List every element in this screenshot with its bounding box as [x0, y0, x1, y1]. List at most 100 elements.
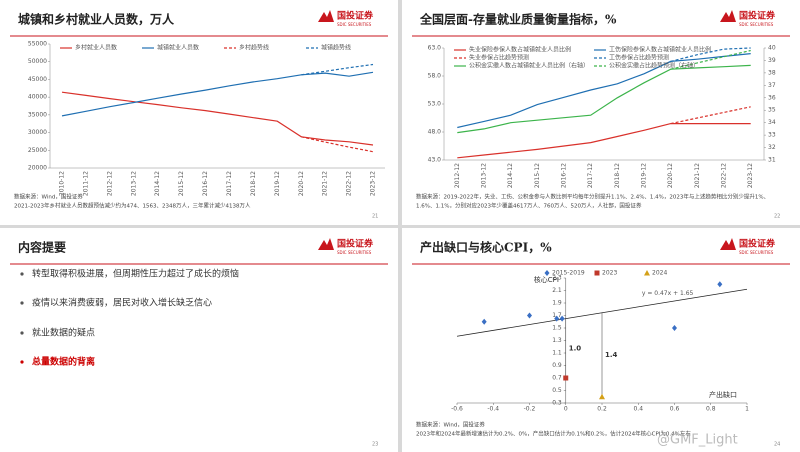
x-tick-label: 0.6	[670, 406, 680, 413]
x-tick-label: 2012-12	[106, 171, 113, 196]
legend-swatch	[544, 270, 550, 276]
x-tick-label: 0.4	[633, 406, 643, 413]
y-tick-label: 43.0	[428, 157, 442, 164]
slide-bg	[402, 0, 800, 225]
point	[481, 318, 487, 325]
y2-tick-label: 32	[768, 144, 776, 151]
x-tick-label: 2016-12	[561, 163, 568, 188]
x-tick-label: 2014-12	[507, 163, 514, 188]
series-line	[670, 106, 751, 125]
legend-label: 2015-2019	[552, 270, 585, 277]
y2-tick-label: 36	[768, 94, 776, 101]
x-tick-label: 2021-12	[694, 163, 701, 188]
legend-label: 失业参保占比趋势预测	[469, 54, 529, 62]
source: 数据来源：Wind，国投证券	[14, 193, 83, 201]
slide-title: 产出缺口与核心CPI，%	[420, 240, 552, 255]
summary-item: 总量数据的背离	[32, 356, 95, 368]
x-tick-label: -0.4	[487, 406, 499, 413]
summary-item: 就业数据的疑点	[32, 327, 95, 339]
x-tick-label: -0.6	[451, 406, 463, 413]
series-line	[670, 47, 751, 62]
y-tick-label: 63.0	[428, 45, 442, 52]
note: 2021-2023年乡村就业人员数超预估减少约为474、1563、2348万人，…	[14, 202, 251, 210]
y-tick-label: 25000	[28, 147, 47, 154]
x-tick-label: 2015-12	[534, 163, 541, 188]
series-line	[61, 91, 374, 146]
y-tick-label: 0.5	[552, 387, 562, 394]
x-tick-label: -0.2	[524, 406, 536, 413]
y-tick-label: 0.9	[552, 362, 562, 369]
x-tick-label: 2017-12	[226, 171, 233, 196]
x-tick-label: 2013-12	[481, 163, 488, 188]
page-number: 22	[774, 214, 780, 220]
logo-name: 国投证券	[337, 10, 374, 22]
y2-tick-label: 33	[768, 132, 776, 139]
watermark: @GMF_Light	[657, 433, 738, 448]
x-tick-label: 2017-12	[587, 163, 594, 188]
x-tick-label: 2019-12	[274, 171, 281, 196]
series-line	[61, 71, 374, 117]
y-tick-label: 1.5	[552, 325, 562, 332]
logo-sub: SDIC SECURITIES	[739, 250, 774, 255]
logo-sub: SDIC SECURITIES	[337, 250, 372, 255]
x-tick-label: 2022-12	[346, 171, 353, 196]
y-tick-label: 45000	[28, 76, 47, 83]
logo-sub: SDIC SECURITIES	[337, 22, 372, 27]
legend-label: 工伤保险参保人数占城镇就业人员比例	[609, 46, 711, 54]
x-tick-label: 2014-12	[154, 171, 161, 196]
x-tick-label: 2012-12	[454, 163, 461, 188]
y2-tick-label: 40	[768, 45, 776, 52]
page-number: 21	[372, 214, 378, 220]
y-axis-label: 核心CPI	[534, 275, 559, 284]
bullet	[20, 272, 24, 276]
page-number: 23	[372, 442, 378, 448]
y-tick-label: 0.3	[552, 400, 562, 407]
y2-tick-label: 39	[768, 57, 776, 64]
x-tick-label: 2023-12	[370, 171, 377, 196]
legend-label: 2023	[602, 270, 617, 277]
x-tick-label: 2011-12	[82, 171, 89, 196]
series-line	[670, 49, 751, 70]
x-tick-label: 2018-12	[250, 171, 257, 196]
y-tick-label: 2.1	[552, 287, 562, 294]
slide-title: 全国层面-存量就业质量衡量指标，%	[419, 12, 617, 27]
x-tick-label: 2019-12	[641, 163, 648, 188]
y-tick-label: 50000	[28, 58, 47, 65]
page-number: 24	[774, 442, 780, 448]
y-tick-label: 1.1	[552, 350, 562, 357]
series-line	[457, 123, 751, 159]
y-tick-label: 40000	[28, 94, 47, 101]
series-line	[301, 63, 374, 76]
slide-bg	[0, 0, 398, 225]
source: 数据来源：Wind，国投证券	[416, 421, 485, 429]
y-tick-label: 58.0	[428, 73, 442, 80]
point	[554, 315, 560, 322]
legend-label: 乡村就业人员数	[75, 44, 117, 52]
bullet	[20, 331, 24, 335]
y2-tick-label: 31	[768, 157, 776, 164]
trendline-label: y = 0.47x + 1.65	[642, 290, 694, 297]
y2-tick-label: 35	[768, 107, 776, 114]
x-tick-label: 2010-12	[58, 171, 65, 196]
logo-icon	[720, 238, 736, 250]
x-tick-label: 0.8	[706, 406, 716, 413]
x-tick-label: 2015-12	[178, 171, 185, 196]
source: 数据来源：2019-2022年，失业、工伤、公积金参与人数比例平均每年分别提升1…	[416, 193, 769, 201]
point	[559, 315, 565, 322]
slide-title: 城镇和乡村就业人员数，万人	[18, 12, 175, 27]
y-tick-label: 1.3	[552, 337, 562, 344]
gap-label: 1.4	[605, 351, 618, 359]
x-tick-label: 2023-12	[747, 163, 754, 188]
legend-swatch	[594, 270, 600, 276]
y2-tick-label: 38	[768, 69, 776, 76]
slide-bg	[402, 228, 800, 452]
series-line	[457, 53, 751, 129]
x-tick-label: 1	[745, 406, 749, 413]
logo-name: 国投证券	[739, 238, 776, 250]
logo-name: 国投证券	[739, 10, 776, 22]
x-tick-label: 2016-12	[202, 171, 209, 196]
